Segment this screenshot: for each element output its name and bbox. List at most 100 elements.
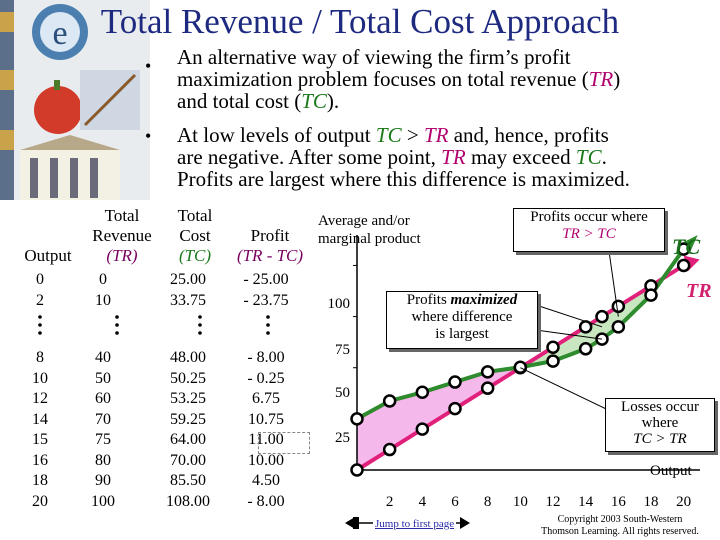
- header-profit-line: (TR - TC): [236, 246, 304, 265]
- cell-profit: 6.75: [252, 390, 280, 407]
- table-row: 8 40 48.00 - 8.00: [22, 348, 312, 369]
- tc-data-point: [513, 360, 528, 374]
- chart-ylabel: Average and/or marginal product: [318, 212, 458, 248]
- tr-data-point: [546, 340, 560, 355]
- tr-term: TR: [423, 123, 449, 147]
- header-tr: Total Revenue (TR): [82, 206, 162, 266]
- table-row: 10 50 50.25 - 0.25: [22, 369, 312, 390]
- tc-arrow: [681, 235, 698, 254]
- table-row: 20 100 108.00 - 8.00: [22, 492, 312, 513]
- box-line: Profits maximized: [387, 292, 537, 309]
- xtick-label: 6: [451, 494, 459, 510]
- box-line: where difference: [411, 309, 513, 325]
- tc-data-point: [415, 385, 430, 400]
- tr-term: TR: [588, 67, 614, 91]
- bullet-2-line-3: Profits are largest where this differenc…: [177, 167, 630, 191]
- tc-term: TC: [301, 89, 327, 113]
- tc-data-point: [644, 288, 658, 302]
- xtick-label: 16: [611, 494, 627, 510]
- tc-data-point: [546, 354, 560, 368]
- xtick-label: 18: [644, 494, 659, 510]
- box-line: where: [641, 415, 679, 431]
- tc-data-point: [578, 342, 593, 356]
- cell-tr: 70: [95, 410, 111, 428]
- header-tr-line: Total: [104, 206, 140, 225]
- decorative-collage-icon: e: [0, 0, 150, 200]
- header-tr-line: (TR): [106, 246, 138, 265]
- box-line: TR > TC: [562, 226, 616, 242]
- cell-profit: 10.00: [248, 451, 284, 469]
- cell-profit: 10.75: [248, 410, 284, 428]
- callout-pointer: [535, 304, 603, 328]
- tr-data-point: [415, 422, 430, 436]
- cell-output: 18: [32, 472, 48, 489]
- tc-data-point: [676, 242, 691, 256]
- cell-tc: 64.00: [170, 431, 206, 448]
- cell-tr: 80: [95, 451, 111, 469]
- copyright: Copyright 2003 South-Western Thomson Lea…: [520, 514, 720, 538]
- cell-tr: 50: [95, 369, 111, 387]
- slide-title: Total Revenue / Total Cost Approach: [100, 2, 620, 41]
- table-ellipsis: [38, 315, 270, 335]
- table-row: 14 70 59.25 10.75: [22, 410, 312, 431]
- box-line: is largest: [435, 326, 489, 342]
- header-tc: Total Cost (TC): [162, 206, 228, 266]
- table-row: 15 75 64.00 11.00: [22, 430, 312, 451]
- cell-tc: 25.00: [170, 271, 206, 288]
- header-profit: Profit (TR - TC): [228, 226, 312, 266]
- xtick-label: 4: [419, 494, 427, 510]
- table-top-rows: 0 0 25.00 - 25.00 2 10 33.75 - 23.75: [22, 270, 312, 311]
- bullet-2: At low levels of output TC > TR and, hen…: [177, 124, 717, 190]
- cell-profit: - 23.75: [243, 291, 289, 309]
- profits-occur-box: Profits occur where TR > TC: [513, 208, 665, 252]
- header-tc-line: (TC): [178, 246, 212, 265]
- header-tc-line: Total: [177, 206, 213, 225]
- cell-tc: 85.50: [170, 472, 206, 489]
- cell-profit: - 0.25: [247, 369, 285, 387]
- bullet-marker: •: [145, 126, 152, 146]
- ytick-label: 25: [335, 430, 350, 446]
- cell-tr: 0: [99, 271, 107, 288]
- bullet-2-text: At low levels of output: [177, 123, 376, 147]
- copyright-line: Thomson Learning. All rights reserved.: [541, 526, 699, 537]
- bullet-2-text: may exceed: [465, 145, 576, 169]
- jump-to-first-page-link[interactable]: Jump to first page: [373, 518, 457, 530]
- xtick-label: 2: [386, 494, 394, 510]
- cell-output: 0: [36, 271, 44, 288]
- cell-profit: - 8.00: [247, 492, 285, 510]
- cell-tr: 75: [95, 431, 111, 448]
- box-text-emphasis: maximized: [450, 292, 518, 308]
- bullet-1-line-3: and total cost (TC).: [177, 90, 717, 112]
- cell-tc: 33.75: [170, 291, 206, 309]
- cell-tc: 53.25: [170, 390, 206, 407]
- tc-data-point: [350, 412, 364, 426]
- tr-data-point: [595, 309, 609, 324]
- tr-data-point: [480, 381, 495, 395]
- cell-tc: 108.00: [166, 492, 210, 510]
- callout-pointer: [535, 329, 603, 340]
- box-line: Profits occur where: [530, 209, 648, 225]
- table-row: 16 80 70.00 10.00: [22, 451, 312, 472]
- xtick-label: 20: [676, 494, 691, 510]
- tc-data-point: [382, 394, 397, 408]
- ytick-label: 100: [327, 296, 351, 312]
- tc-curve-label: TC: [672, 234, 701, 259]
- bullet-1-line-2: maximization problem focuses on total re…: [177, 68, 717, 90]
- cell-tc: 50.25: [170, 369, 206, 387]
- cell-output: 20: [32, 492, 48, 510]
- tc-term: TC: [375, 123, 402, 147]
- cell-tc: 70.00: [170, 451, 206, 469]
- tr-data-point: [676, 258, 691, 273]
- cell-output: 8: [36, 349, 44, 366]
- cell-output: 2: [36, 291, 44, 309]
- chart-xlabel: Output: [650, 463, 692, 479]
- box-line: TC > TR: [633, 431, 687, 447]
- ytick-label: 75: [335, 342, 350, 358]
- losses-occur-box: Losses occur where TC > TR: [605, 398, 715, 452]
- box-text: Profits: [406, 292, 451, 308]
- header-output: Output: [24, 246, 72, 265]
- cell-tr: 10: [95, 291, 111, 309]
- table-row: 2 10 33.75 - 23.75: [22, 291, 312, 312]
- tc-data-point: [611, 320, 626, 334]
